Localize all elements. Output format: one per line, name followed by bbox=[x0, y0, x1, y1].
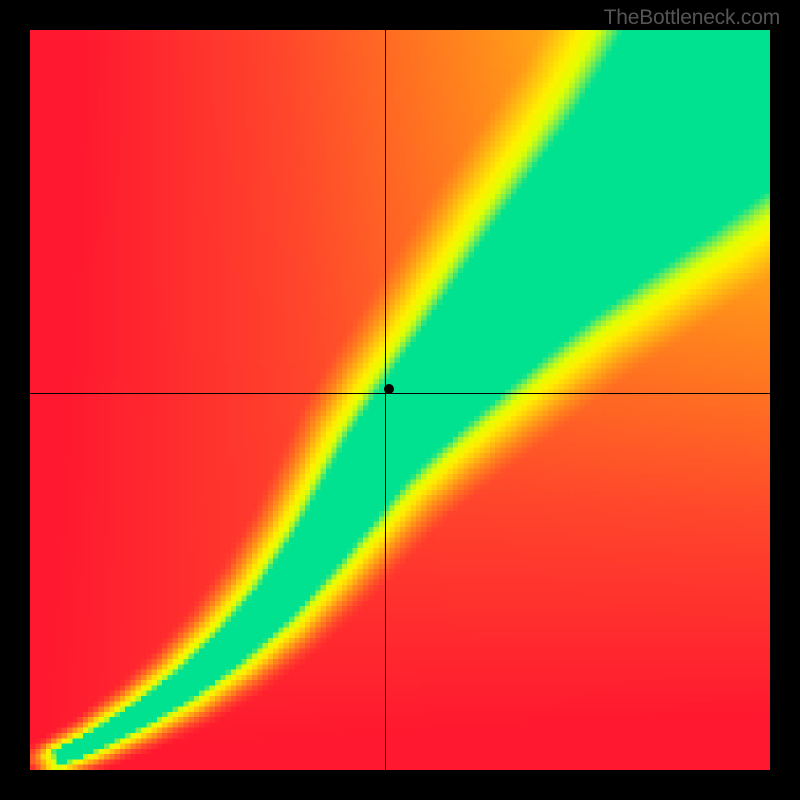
chart-container: TheBottleneck.com bbox=[0, 0, 800, 800]
heatmap-canvas bbox=[30, 30, 770, 770]
axis-horizontal bbox=[30, 393, 770, 394]
axis-vertical bbox=[385, 30, 386, 770]
plot-area bbox=[30, 30, 770, 770]
marker-dot bbox=[384, 384, 394, 394]
watermark-label: TheBottleneck.com bbox=[604, 6, 780, 30]
